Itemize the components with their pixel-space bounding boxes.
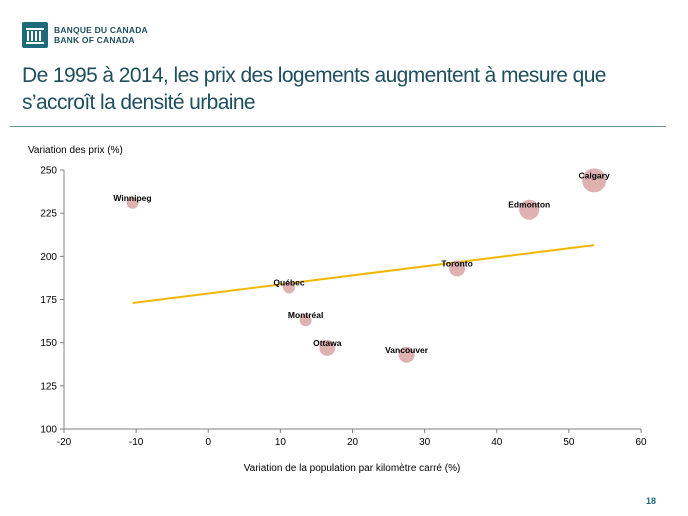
- page-number: 18: [646, 496, 657, 506]
- point-label: Ottawa: [313, 338, 342, 348]
- data-point: [519, 199, 540, 220]
- y-tick-label: 200: [40, 252, 57, 263]
- x-tick-label: 30: [419, 437, 431, 448]
- point-label: Montréal: [288, 310, 323, 320]
- brand-name-en: BANK OF CANADA: [54, 35, 135, 45]
- bank-building-icon: [22, 22, 48, 48]
- point-label: Québec: [273, 277, 304, 287]
- point-label: Vancouver: [385, 345, 429, 355]
- brand-name-fr: BANQUE DU CANADA: [54, 25, 148, 35]
- bank-of-canada-logo: BANQUE DU CANADA BANK OF CANADA: [22, 22, 148, 50]
- data-point: [582, 168, 607, 193]
- y-axis-label: Variation des prix (%): [28, 145, 123, 156]
- slide-title: De 1995 à 2014, les prix des logements a…: [22, 64, 606, 114]
- x-tick-label: -20: [57, 437, 72, 448]
- point-label: Toronto: [441, 258, 472, 268]
- point-label: Edmonton: [508, 200, 550, 210]
- data-point: [126, 196, 139, 209]
- x-tick-label: 50: [563, 437, 575, 448]
- point-label: Calgary: [579, 170, 610, 180]
- y-tick-label: 150: [40, 338, 57, 349]
- x-tick-label: 60: [635, 437, 647, 448]
- y-tick-label: 225: [40, 209, 57, 220]
- title-divider: [10, 126, 666, 127]
- x-tick-label: 20: [347, 437, 359, 448]
- data-point: [398, 346, 415, 363]
- x-tick-label: 0: [205, 437, 211, 448]
- y-tick-label: 175: [40, 295, 57, 306]
- brand-name: BANQUE DU CANADA BANK OF CANADA: [54, 25, 148, 45]
- data-point: [319, 339, 336, 356]
- point-label: Winnipeg: [113, 193, 151, 203]
- y-tick-label: 125: [40, 381, 57, 392]
- x-tick-label: 10: [275, 437, 287, 448]
- x-tick-label: -10: [129, 437, 144, 448]
- y-tick-label: 250: [40, 166, 57, 177]
- data-point: [299, 314, 312, 327]
- data-point: [449, 260, 466, 277]
- data-point: [283, 281, 296, 294]
- x-tick-label: 40: [491, 437, 503, 448]
- x-axis-label: Variation de la population par kilomètre…: [244, 463, 461, 474]
- trend-line: [132, 244, 595, 304]
- y-tick-label: 100: [40, 425, 57, 436]
